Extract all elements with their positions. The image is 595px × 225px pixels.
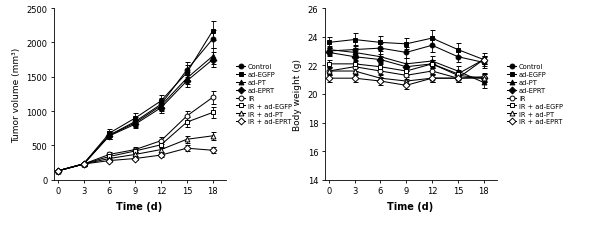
- Legend: Control, ad-EGFP, ad-PT, ad-EPRT, IR, IR + ad-EGFP, IR + ad-PT, IR + ad-EPRT: Control, ad-EGFP, ad-PT, ad-EPRT, IR, IR…: [236, 63, 293, 126]
- Legend: Control, ad-EGFP, ad-PT, ad-EPRT, IR, IR + ad-EGFP, IR + ad-PT, IR + ad-EPRT: Control, ad-EGFP, ad-PT, ad-EPRT, IR, IR…: [506, 63, 563, 126]
- X-axis label: Time (d): Time (d): [117, 201, 162, 211]
- Y-axis label: Body weight (g): Body weight (g): [293, 59, 302, 130]
- X-axis label: Time (d): Time (d): [387, 201, 434, 211]
- Y-axis label: Tumor volume (mm³): Tumor volume (mm³): [12, 47, 21, 142]
